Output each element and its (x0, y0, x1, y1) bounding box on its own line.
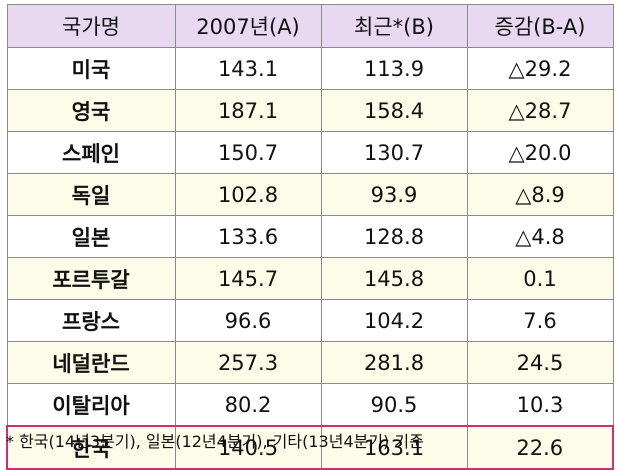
country-cell: 일본 (6, 215, 176, 258)
country-cell: 스페인 (6, 131, 176, 174)
table-row: 이탈리아 80.2 90.5 10.3 (6, 383, 614, 427)
value-2007-cell: 257.3 (174, 341, 322, 384)
table-row: 프랑스 96.6 104.2 7.6 (6, 299, 614, 342)
value-recent-cell: 128.8 (320, 215, 468, 258)
value-recent-cell: 104.2 (320, 299, 468, 342)
change-cell: △20.0 (466, 131, 614, 174)
value-2007-cell: 187.1 (174, 89, 322, 132)
country-cell: 영국 (6, 89, 176, 132)
country-cell: 프랑스 (6, 299, 176, 342)
country-cell: 이탈리아 (6, 383, 176, 427)
header-change: 증감(B-A) (466, 4, 614, 48)
table-row: 미국 143.1 113.9 △29.2 (6, 47, 614, 90)
value-recent-cell: 113.9 (320, 47, 468, 90)
table-row: 독일 102.8 93.9 △8.9 (6, 173, 614, 216)
value-recent-cell: 130.7 (320, 131, 468, 174)
country-cell: 미국 (6, 47, 176, 90)
table-body: 미국 143.1 113.9 △29.2 영국 187.1 158.4 △28.… (6, 47, 614, 470)
change-cell: △29.2 (466, 47, 614, 90)
value-2007-cell: 143.1 (174, 47, 322, 90)
value-recent-cell: 158.4 (320, 89, 468, 132)
header-row: 국가명 2007년(A) 최근*(B) 증감(B-A) (6, 4, 614, 48)
header-country: 국가명 (6, 4, 176, 48)
change-cell: 24.5 (466, 341, 614, 384)
household-debt-table: 국가명 2007년(A) 최근*(B) 증감(B-A) 미국 143.1 113… (6, 4, 614, 470)
footnote: * 한국(14년3분기), 일본(12년4분기), 기타(13년4분기) 기준 (6, 432, 424, 451)
value-2007-cell: 102.8 (174, 173, 322, 216)
value-recent-cell: 93.9 (320, 173, 468, 216)
table-header: 국가명 2007년(A) 최근*(B) 증감(B-A) (6, 4, 614, 48)
change-cell: △8.9 (466, 173, 614, 216)
header-recent: 최근*(B) (320, 4, 468, 48)
table-row: 일본 133.6 128.8 △4.8 (6, 215, 614, 258)
value-2007-cell: 133.6 (174, 215, 322, 258)
change-cell: 22.6 (466, 425, 614, 470)
table-row: 영국 187.1 158.4 △28.7 (6, 89, 614, 132)
change-cell: △28.7 (466, 89, 614, 132)
change-cell: △4.8 (466, 215, 614, 258)
change-cell: 0.1 (466, 257, 614, 300)
country-cell: 독일 (6, 173, 176, 216)
value-2007-cell: 96.6 (174, 299, 322, 342)
country-cell: 네덜란드 (6, 341, 176, 384)
country-cell: 포르투갈 (6, 257, 176, 300)
value-2007-cell: 150.7 (174, 131, 322, 174)
value-2007-cell: 145.7 (174, 257, 322, 300)
table-row: 네덜란드 257.3 281.8 24.5 (6, 341, 614, 384)
table-row: 포르투갈 145.7 145.8 0.1 (6, 257, 614, 300)
value-recent-cell: 281.8 (320, 341, 468, 384)
value-recent-cell: 90.5 (320, 383, 468, 427)
value-recent-cell: 145.8 (320, 257, 468, 300)
header-2007: 2007년(A) (174, 4, 322, 48)
change-cell: 7.6 (466, 299, 614, 342)
value-2007-cell: 80.2 (174, 383, 322, 427)
change-cell: 10.3 (466, 383, 614, 427)
data-table-container: 국가명 2007년(A) 최근*(B) 증감(B-A) 미국 143.1 113… (6, 4, 614, 470)
table-row: 스페인 150.7 130.7 △20.0 (6, 131, 614, 174)
